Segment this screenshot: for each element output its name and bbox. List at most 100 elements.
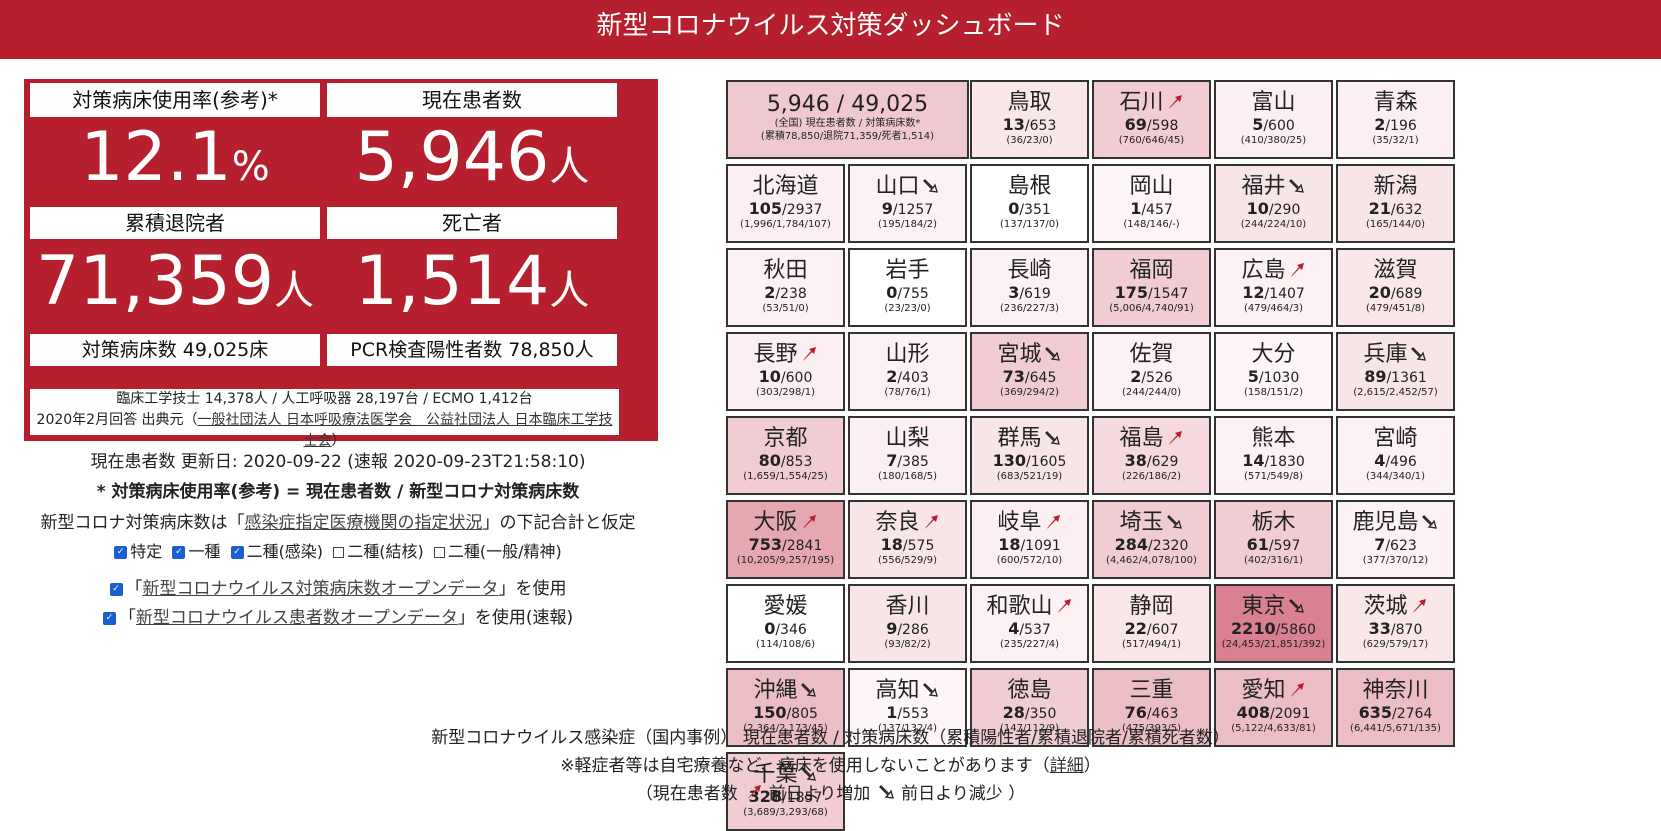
prefecture-tile[interactable]: 茨城 33/870 (629/579/17) — [1336, 584, 1455, 663]
prefecture-tile[interactable]: 熊本 14/1830 (571/549/8) — [1214, 416, 1333, 495]
prefecture-tile[interactable]: 徳島 28/350 (147/112/9) — [970, 668, 1089, 747]
prefecture-tile[interactable]: 青森 2/196 (35/32/1) — [1336, 80, 1455, 159]
prefecture-tile[interactable]: 北海道 105/2937 (1,996/1,784/107) — [726, 164, 845, 243]
bed-count: /689 — [1390, 286, 1423, 302]
prefecture-count: 4/496 — [1338, 452, 1453, 471]
prefecture-tile[interactable]: 新潟 21/632 (165/144/0) — [1336, 164, 1455, 243]
prefecture-tile[interactable]: 奈良 18/575 (556/529/9) — [848, 500, 967, 579]
prefecture-tile[interactable]: 福井 10/290 (244/224/10) — [1214, 164, 1333, 243]
bed-count: /553 — [897, 706, 929, 722]
prefecture-tile[interactable]: 愛媛 0/346 (114/108/6) — [726, 584, 845, 663]
beds-opendata-link[interactable]: 新型コロナウイルス対策病床数オープンデータ — [142, 579, 499, 599]
prefecture-tile[interactable]: 沖縄 150/805 (2,364/2,173/45) — [726, 668, 845, 747]
prefecture-tile[interactable]: 大分 5/1030 (158/151/2) — [1214, 332, 1333, 411]
prefecture-name-row: 愛媛 — [728, 594, 843, 620]
patients-opendata-link[interactable]: 新型コロナウイルス患者数オープンデータ — [135, 608, 458, 628]
prefecture-tile[interactable]: 香川 9/286 (93/82/2) — [848, 584, 967, 663]
cumulative-stats: (35/32/1) — [1372, 135, 1419, 146]
prefecture-tile[interactable]: 山口 9/1257 (195/184/2) — [848, 164, 967, 243]
cumulative-stats: (148/146/-) — [1123, 219, 1180, 230]
arrow-down-icon — [800, 767, 816, 781]
prefecture-tile[interactable]: 島根 0/351 (137/137/0) — [970, 164, 1089, 243]
prefecture-tile[interactable]: 長崎 3/619 (236/227/3) — [970, 248, 1089, 327]
bed-count: /870 — [1390, 622, 1423, 638]
prefecture-count: 2/196 — [1338, 116, 1453, 135]
prefecture-tile[interactable]: 富山 5/600 (410/380/25) — [1214, 80, 1333, 159]
prefecture-name-row: 岡山 — [1094, 174, 1209, 200]
checkbox-nishu-kekkaku[interactable] — [333, 547, 345, 558]
prefecture-name: 岐阜 — [997, 510, 1042, 535]
source-link[interactable]: 一般社団法人 日本呼吸療法医学会 公益社団法人 日本臨床工学技士会 — [197, 412, 613, 449]
cumulative-stats: (137/132/4) — [877, 723, 938, 734]
arrow-up-icon — [1168, 431, 1182, 445]
current-patients: 2 — [886, 367, 898, 386]
current-patients: 175 — [1114, 283, 1149, 302]
prefecture-name: 島根 — [1007, 174, 1052, 199]
prefecture-tile[interactable]: 福島 38/629 (226/186/2) — [1092, 416, 1211, 495]
prefecture-tile[interactable]: 栃木 61/597 (402/316/1) — [1214, 500, 1333, 579]
designation-link[interactable]: 感染症指定医療機関の指定状況 — [244, 513, 483, 533]
prefecture-tile[interactable]: 鳥取 13/653 (36/23/0) — [970, 80, 1089, 159]
prefecture-tile[interactable]: 宮城 73/645 (369/294/2) — [970, 332, 1089, 411]
cumulative-stats: (6,441/5,671/135) — [1350, 723, 1441, 734]
prefecture-tile[interactable]: 福岡 175/1547 (5,006/4,740/91) — [1092, 248, 1211, 327]
checkbox-nishu-kansen[interactable]: ✓ — [230, 546, 244, 559]
prefecture-name-row: 山梨 — [850, 426, 965, 452]
prefecture-tile[interactable]: 三重 76/463 (475/393/5) — [1092, 668, 1211, 747]
cumulative-stats: (236/227/3) — [999, 303, 1060, 314]
prefecture-tile[interactable]: 京都 80/853 (1,659/1,554/25) — [726, 416, 845, 495]
prefecture-tile[interactable]: 群馬 130/1605 (683/521/19) — [970, 416, 1089, 495]
header-bar: 新型コロナウイルス対策ダッシュボード — [0, 0, 1661, 59]
current-patients: 9 — [886, 619, 898, 638]
prefecture-tile[interactable]: 鹿児島 7/623 (377/370/12) — [1336, 500, 1455, 579]
cumulative-stats: (195/184/2) — [877, 219, 938, 230]
prefecture-tile[interactable]: 岡山 1/457 (148/146/-) — [1092, 164, 1211, 243]
prefecture-name: 長野 — [753, 342, 798, 367]
current-patients: 9 — [881, 199, 893, 218]
prefecture-count: 10/600 — [728, 368, 843, 387]
prefecture-tile[interactable]: 埼玉 284/2320 (4,462/4,078/100) — [1092, 500, 1211, 579]
current-patients: 69 — [1124, 115, 1147, 134]
prefecture-tile[interactable]: 秋田 2/238 (53/51/0) — [726, 248, 845, 327]
bed-count: /1605 — [1026, 454, 1067, 470]
bed-count: /1407 — [1264, 286, 1305, 302]
prefecture-name-row: 高知 — [850, 678, 965, 704]
bed-count: /1091 — [1020, 538, 1061, 554]
details-link[interactable]: 詳細 — [1049, 756, 1084, 776]
prefecture-tile[interactable]: 静岡 22/607 (517/494/1) — [1092, 584, 1211, 663]
prefecture-name: 福島 — [1119, 426, 1164, 451]
prefecture-tile[interactable]: 岩手 0/755 (23/23/0) — [848, 248, 967, 327]
prefecture-count: 284/2320 — [1094, 536, 1209, 555]
checkbox-beds-opendata[interactable]: ✓ — [109, 582, 123, 596]
prefecture-tile[interactable]: 滋賀 20/689 (479/451/8) — [1336, 248, 1455, 327]
prefecture-tile[interactable]: 大阪 753/2841 (10,205/9,257/195) — [726, 500, 845, 579]
cumulative-stats: (556/529/9) — [877, 555, 938, 566]
checkbox-tokutei[interactable]: ✓ — [114, 546, 128, 559]
prefecture-tile[interactable]: 和歌山 4/537 (235/227/4) — [970, 584, 1089, 663]
prefecture-tile[interactable]: 広島 12/1407 (479/464/3) — [1214, 248, 1333, 327]
prefecture-name: 香川 — [885, 594, 930, 619]
prefecture-tile[interactable]: 岐阜 18/1091 (600/572/10) — [970, 500, 1089, 579]
prefecture-tile[interactable]: 宮崎 4/496 (344/340/1) — [1336, 416, 1455, 495]
prefecture-tile[interactable]: 東京 2210/5860 (24,453/21,851/392) — [1214, 584, 1333, 663]
checkbox-isshu[interactable]: ✓ — [172, 546, 186, 559]
prefecture-tile[interactable]: 石川 69/598 (760/646/45) — [1092, 80, 1211, 159]
prefecture-name: 大分 — [1251, 342, 1296, 367]
checkbox-nishu-ippan[interactable] — [433, 547, 445, 558]
cumulative-stats: (369/294/2) — [999, 387, 1060, 398]
prefecture-name-row: 神奈川 — [1338, 678, 1453, 704]
prefecture-count: 18/1091 — [972, 536, 1087, 555]
bed-count: /1857 — [782, 790, 823, 806]
cumulative-stats: (1,996/1,784/107) — [740, 219, 831, 230]
prefecture-tile[interactable]: 山梨 7/385 (180/168/5) — [848, 416, 967, 495]
checkbox-patients-opendata[interactable]: ✓ — [102, 611, 116, 625]
cumulative-stats: (114/108/6) — [755, 639, 816, 650]
prefecture-tile[interactable]: 佐賀 2/526 (244/244/0) — [1092, 332, 1211, 411]
prefecture-tile[interactable]: 神奈川 635/2764 (6,441/5,671/135) — [1336, 668, 1455, 747]
prefecture-tile[interactable]: 長野 10/600 (303/298/1) — [726, 332, 845, 411]
prefecture-tile[interactable]: 愛知 408/2091 (5,122/4,633/81) — [1214, 668, 1333, 747]
prefecture-name: 北海道 — [752, 174, 819, 199]
prefecture-tile[interactable]: 兵庫 89/1361 (2,615/2,452/57) — [1336, 332, 1455, 411]
prefecture-tile[interactable]: 高知 1/553 (137/132/4) — [848, 668, 967, 747]
prefecture-tile[interactable]: 山形 2/403 (78/76/1) — [848, 332, 967, 411]
